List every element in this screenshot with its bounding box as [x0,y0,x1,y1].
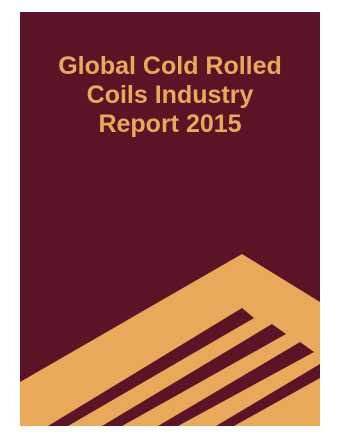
report-cover: Global Cold Rolled Coils Industry Report… [20,12,320,426]
chevron-bars-graphic [20,12,320,426]
